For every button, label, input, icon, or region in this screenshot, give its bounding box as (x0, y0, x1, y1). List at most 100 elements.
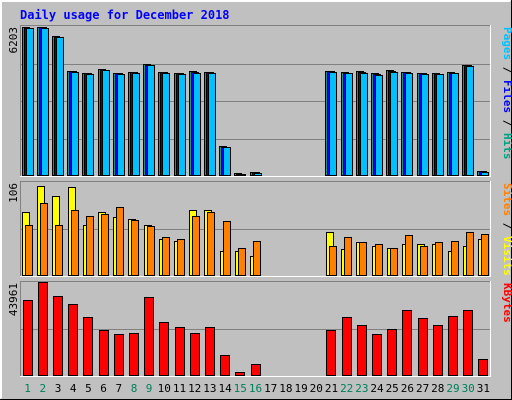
bar-sites-day-25 (390, 248, 398, 276)
bar-pages-day-25 (390, 72, 398, 176)
bar-sites-day-3 (55, 225, 63, 276)
bar-pages-day-11 (178, 74, 186, 176)
bar-kbytes-day-30 (463, 310, 473, 376)
bar-kbytes-day-25 (387, 329, 397, 376)
bar-pages-day-27 (421, 74, 429, 176)
bar-pages-day-10 (162, 73, 170, 176)
bar-pages-day-12 (193, 73, 201, 176)
bar-sites-day-27 (420, 246, 428, 276)
bar-kbytes-day-28 (433, 325, 443, 376)
bar-sites-day-29 (451, 241, 459, 276)
x-tick-label: 6 (100, 382, 107, 395)
bar-pages-day-16 (254, 173, 262, 176)
bar-kbytes-day-5 (83, 317, 93, 376)
panel-visits_sites: 106 Sites / Visits (7, 181, 512, 277)
bar-sites-day-12 (192, 216, 200, 276)
bar-kbytes-day-27 (418, 318, 428, 376)
bar-sites-day-30 (466, 232, 474, 276)
x-tick-label: 3 (55, 382, 62, 395)
bar-sites-day-24 (375, 244, 383, 276)
legend-label: Sites / Visits (501, 183, 512, 276)
legend-part: Files (501, 80, 512, 113)
x-tick-label: 28 (431, 382, 444, 395)
y-max-label: 43961 (7, 283, 20, 316)
bar-pages-day-21 (329, 72, 337, 176)
bar-pages-day-26 (405, 73, 413, 176)
x-tick-label: 25 (386, 382, 399, 395)
bar-pages-day-4 (71, 72, 79, 176)
legend-label: Pages / Files / Hits (501, 27, 512, 160)
bar-sites-day-5 (86, 216, 94, 276)
bar-kbytes-day-24 (372, 334, 382, 376)
bar-pages-day-22 (345, 73, 353, 176)
x-tick-label: 1 (24, 382, 31, 395)
bar-kbytes-day-15 (235, 372, 245, 376)
bar-sites-day-23 (359, 242, 367, 276)
bar-kbytes-day-31 (478, 359, 488, 376)
bar-pages-day-24 (375, 75, 383, 176)
bar-sites-day-9 (147, 226, 155, 276)
bar-pages-day-6 (102, 70, 110, 176)
x-tick-label: 14 (218, 382, 232, 395)
bar-sites-day-10 (162, 237, 170, 276)
x-tick-label: 11 (173, 382, 186, 395)
x-tick-label: 17 (264, 382, 277, 395)
bar-kbytes-day-8 (129, 333, 139, 376)
x-tick-label: 22 (340, 382, 353, 395)
x-tick-label: 2 (39, 382, 46, 395)
bar-sites-day-31 (481, 234, 489, 276)
bar-pages-day-13 (208, 73, 216, 176)
legend-part: Hits (501, 133, 512, 160)
bar-sites-day-16 (253, 241, 261, 276)
bar-pages-day-1 (26, 28, 34, 176)
bar-kbytes-day-6 (99, 330, 109, 376)
legend-part: Pages (501, 27, 512, 60)
legend-part: / (501, 216, 512, 236)
legend-part: / (501, 60, 512, 80)
bar-pages-day-15 (238, 174, 246, 176)
x-tick-label: 24 (370, 382, 384, 395)
bar-kbytes-day-11 (175, 327, 185, 376)
bar-kbytes-day-13 (205, 327, 215, 376)
legend-label: KBytes (501, 283, 512, 323)
bar-kbytes-day-22 (342, 317, 352, 376)
bar-pages-day-23 (360, 73, 368, 176)
bar-sites-day-14 (223, 221, 231, 276)
bar-sites-day-1 (25, 225, 33, 276)
bar-kbytes-day-2 (38, 282, 48, 376)
x-tick-label: 7 (115, 382, 122, 395)
bar-pages-day-31 (481, 172, 489, 176)
x-axis-labels: 1 2 3 4 5 6 7 8 9 10 11 12 13 14 15 16 17 18 19 20 21 22 23 24 2… (24, 382, 490, 395)
legend-part: Visits (501, 236, 512, 276)
x-tick-label: 26 (401, 382, 414, 395)
chart-panels: 6203 Pages / Files / Hits 106 Sites / Visit… (7, 25, 512, 377)
panel-pages_files_hits: 6203 Pages / Files / Hits (7, 25, 512, 177)
x-tick-label: 18 (279, 382, 292, 395)
bar-kbytes-day-29 (448, 316, 458, 376)
bar-pages-day-28 (436, 74, 444, 176)
x-tick-label: 9 (146, 382, 153, 395)
bar-kbytes-day-12 (190, 333, 200, 376)
bar-sites-day-26 (405, 235, 413, 276)
x-tick-label: 29 (446, 382, 459, 395)
x-tick-label: 27 (416, 382, 429, 395)
bar-kbytes-day-1 (23, 300, 33, 376)
bar-sites-day-22 (344, 237, 352, 276)
bar-pages-day-9 (147, 65, 155, 176)
bar-kbytes-day-7 (114, 334, 124, 376)
bar-kbytes-day-3 (53, 296, 63, 376)
bar-pages-day-14 (223, 147, 231, 176)
x-tick-label: 21 (325, 382, 338, 395)
bar-pages-day-8 (132, 73, 140, 176)
bar-kbytes-day-21 (326, 330, 336, 376)
x-tick-label: 31 (477, 382, 490, 395)
bar-sites-day-2 (40, 203, 48, 276)
bar-sites-day-7 (116, 207, 124, 276)
legend-part: / (501, 113, 512, 133)
bar-sites-day-6 (101, 214, 109, 276)
bar-pages-day-7 (117, 74, 125, 176)
bar-pages-day-30 (466, 66, 474, 176)
bar-kbytes-day-26 (402, 310, 412, 376)
bar-sites-day-21 (329, 246, 337, 276)
